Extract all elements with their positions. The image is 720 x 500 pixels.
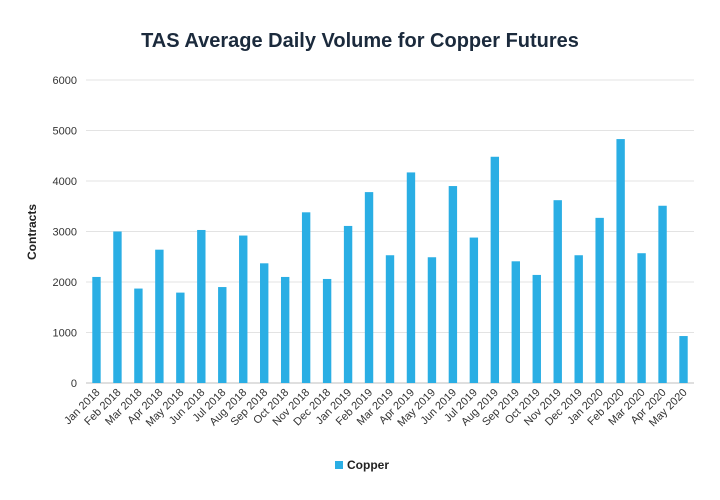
bar [113,231,122,383]
bar [427,257,437,383]
bar [448,186,458,383]
y-tick-label: 3000 [53,227,77,239]
bar [574,255,583,383]
bar [511,261,520,383]
legend-label-copper: Copper [347,458,389,472]
chart-title: TAS Average Daily Volume for Copper Futu… [141,30,579,52]
legend: Copper [335,458,389,472]
bar [218,287,227,383]
bar [155,249,164,383]
bar [260,263,269,383]
bar [406,172,416,383]
bar [301,212,311,383]
bar [595,217,604,383]
y-tick-label: 1000 [53,328,77,340]
bar [197,229,206,383]
bar [469,237,479,383]
legend-swatch [335,461,343,469]
y-tick-label: 6000 [53,75,77,87]
y-tick-label: 4000 [53,176,77,188]
bar [134,288,143,383]
bar [343,225,353,383]
bar [679,336,688,383]
bar [322,278,332,383]
y-axis-ticks: 0 1000 2000 3000 4000 5000 6000 [53,75,77,390]
bar [364,192,374,383]
bar [616,139,625,383]
y-tick-label: 0 [71,378,77,390]
bar [532,274,541,383]
bar [176,292,185,383]
y-tick-label: 5000 [53,126,77,138]
bar [92,276,101,383]
y-tick-label: 2000 [53,277,77,289]
bar [280,276,290,383]
bar [658,205,667,383]
bars [92,139,688,383]
bar [385,255,395,383]
bar [239,235,248,383]
bar [637,253,646,383]
bar [490,156,500,383]
y-axis-title: Contracts [25,204,39,260]
bar [553,200,562,383]
